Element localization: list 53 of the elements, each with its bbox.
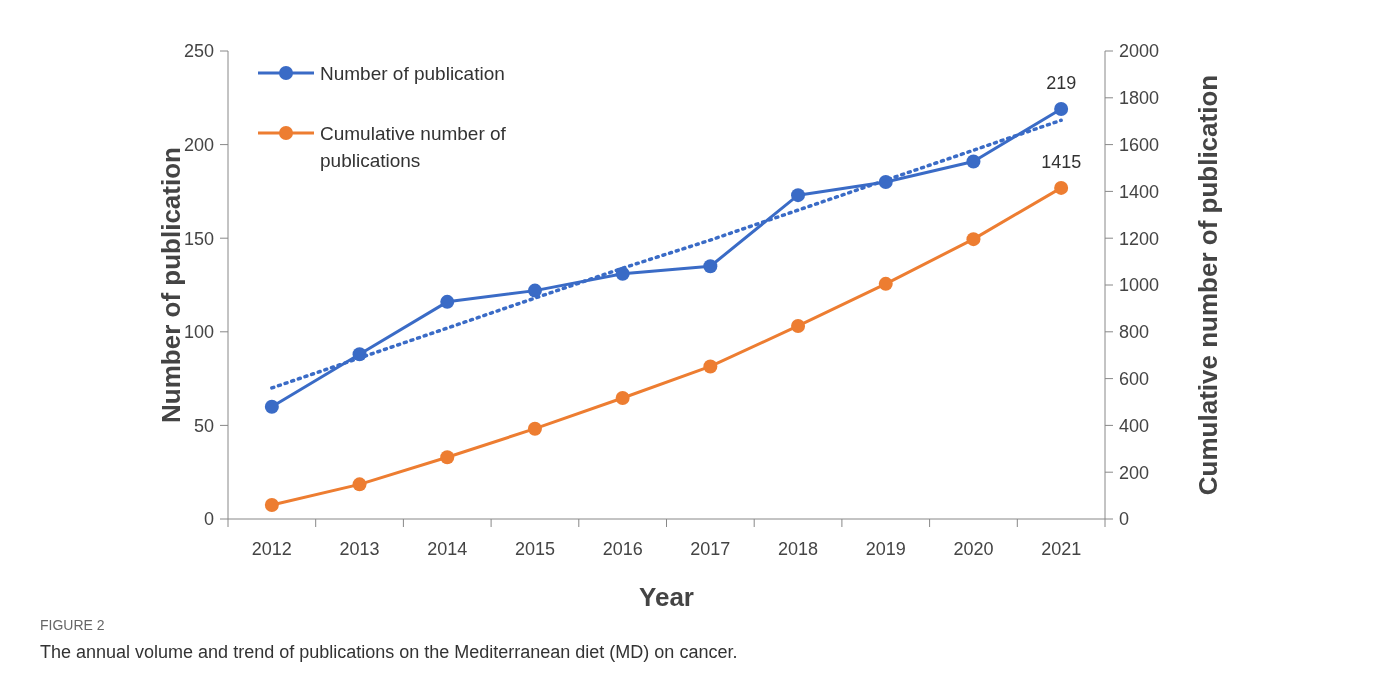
data-label: 1415: [1041, 151, 1082, 172]
x-tick-label: 2016: [602, 539, 643, 559]
x-tick-label: 2013: [339, 539, 380, 559]
point: [352, 477, 367, 492]
y2-axis-title: Cumulative number of publication: [1193, 74, 1223, 496]
point: [1054, 180, 1069, 195]
x-tick-label: 2012: [251, 539, 292, 559]
point: [878, 276, 893, 291]
y-tick-label: 100: [183, 322, 214, 343]
point: [264, 399, 279, 414]
point: [703, 259, 718, 274]
x-axis-title: Year: [639, 582, 694, 612]
point: [264, 497, 279, 512]
y-tick-label: 150: [183, 228, 214, 249]
y2-tick-label: 0: [1119, 509, 1130, 530]
x-tick-label: 2018: [778, 539, 819, 559]
x-tick-label: 2020: [953, 539, 994, 559]
y-axis-title: Number of publication: [156, 147, 186, 423]
point: [703, 359, 718, 374]
x-tick-label: 2019: [865, 539, 906, 559]
point: [440, 450, 455, 465]
point: [966, 154, 981, 169]
point: [527, 283, 542, 298]
y2-tick-label: 1200: [1119, 228, 1160, 249]
point: [527, 421, 542, 436]
x-tick-label: 2014: [427, 539, 468, 559]
y-tick-label: 250: [183, 41, 214, 62]
point: [1054, 102, 1069, 117]
data-label: 219: [1046, 73, 1077, 94]
y-tick-label: 0: [203, 509, 214, 530]
y2-tick-label: 800: [1119, 322, 1150, 343]
y2-tick-label: 200: [1119, 462, 1150, 483]
x-tick-label: 2015: [514, 539, 555, 559]
point: [966, 232, 981, 247]
y-tick-label: 50: [193, 415, 214, 436]
x-tick-label: 2021: [1041, 539, 1082, 559]
y2-tick-label: 1600: [1119, 134, 1160, 155]
y2-tick-label: 600: [1119, 368, 1150, 389]
point: [440, 294, 455, 309]
legend-label: Number of publication: [320, 62, 505, 84]
caption: FIGURE 2: [40, 617, 105, 633]
y2-tick-label: 400: [1119, 415, 1150, 436]
y2-tick-label: 1000: [1119, 275, 1160, 296]
y2-tick-label: 1800: [1119, 88, 1160, 109]
point: [791, 318, 806, 333]
legend-label: Cumulative number of publications: [320, 122, 507, 171]
y2-tick-label: 2000: [1119, 41, 1160, 62]
x-tick-label: 2017: [690, 539, 731, 559]
point: [615, 391, 630, 406]
y2-tick-label: 1400: [1119, 181, 1160, 202]
text: The annual volume and trend of publications on the Mediterranean diet (MD) on cancer.: [40, 642, 738, 662]
point: [791, 188, 806, 203]
y-tick-label: 200: [183, 134, 214, 155]
